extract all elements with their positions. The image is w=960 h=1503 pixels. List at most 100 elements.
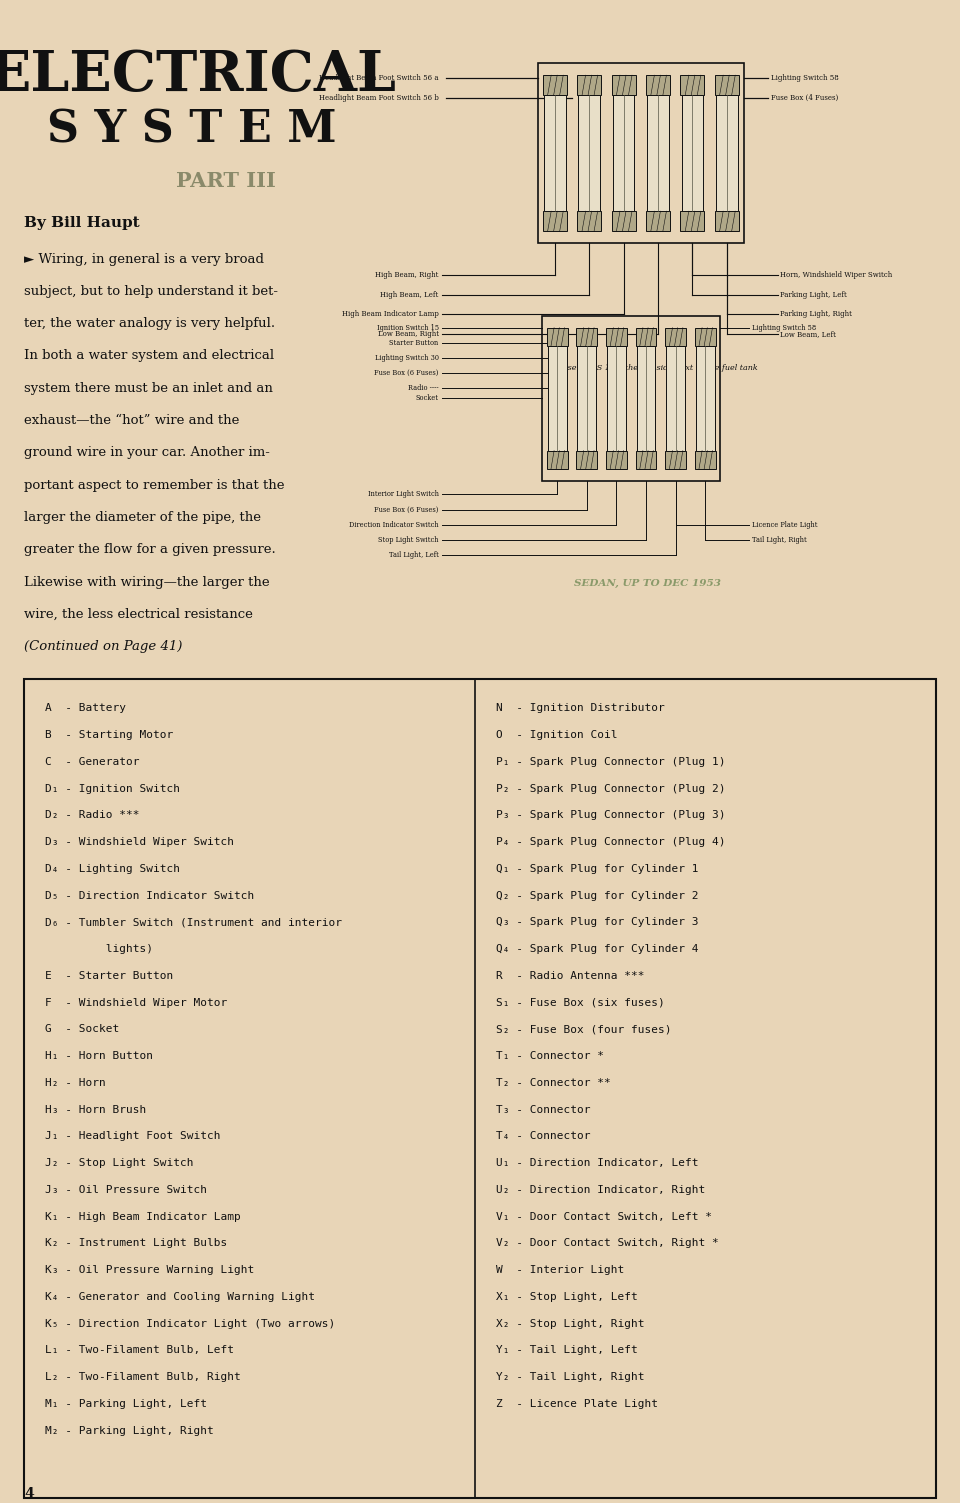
Text: Socket: Socket <box>416 394 439 403</box>
Text: Lighting Switch 58: Lighting Switch 58 <box>771 74 839 83</box>
FancyBboxPatch shape <box>681 75 705 96</box>
FancyBboxPatch shape <box>665 328 686 346</box>
Text: H₃ - Horn Brush: H₃ - Horn Brush <box>45 1105 146 1115</box>
FancyBboxPatch shape <box>577 210 601 231</box>
FancyBboxPatch shape <box>636 328 657 346</box>
Text: ► Wiring, in general is a very broad: ► Wiring, in general is a very broad <box>24 253 264 266</box>
Text: D₂ - Radio ***: D₂ - Radio *** <box>45 810 139 821</box>
FancyBboxPatch shape <box>665 451 686 469</box>
FancyBboxPatch shape <box>716 96 737 210</box>
Text: K₄ - Generator and Cooling Warning Light: K₄ - Generator and Cooling Warning Light <box>45 1293 315 1302</box>
FancyBboxPatch shape <box>666 346 684 451</box>
FancyBboxPatch shape <box>606 451 627 469</box>
Text: Headlight Beam Foot Switch 56 b: Headlight Beam Foot Switch 56 b <box>319 93 439 102</box>
FancyBboxPatch shape <box>544 96 565 210</box>
FancyBboxPatch shape <box>578 96 600 210</box>
Text: Licence Plate Light: Licence Plate Light <box>752 520 817 529</box>
Text: T₂ - Connector **: T₂ - Connector ** <box>496 1078 612 1088</box>
Text: High Beam, Left: High Beam, Left <box>380 290 439 299</box>
Text: Headlight Beam Foot Switch 56 a: Headlight Beam Foot Switch 56 a <box>319 74 439 83</box>
FancyBboxPatch shape <box>542 210 566 231</box>
Text: L₂ - Two-Filament Bulb, Right: L₂ - Two-Filament Bulb, Right <box>45 1372 241 1383</box>
FancyBboxPatch shape <box>576 451 597 469</box>
Text: Fuse Box S 1 on the left side next to the fuel tank: Fuse Box S 1 on the left side next to th… <box>557 364 758 371</box>
Text: U₂ - Direction Indicator, Right: U₂ - Direction Indicator, Right <box>496 1184 706 1195</box>
Text: wire, the less electrical resistance: wire, the less electrical resistance <box>24 609 252 621</box>
Text: D₃ - Windshield Wiper Switch: D₃ - Windshield Wiper Switch <box>45 837 234 848</box>
Text: Radio ----: Radio ---- <box>408 383 439 392</box>
Text: system there must be an inlet and an: system there must be an inlet and an <box>24 382 273 395</box>
Text: subject, but to help understand it bet-: subject, but to help understand it bet- <box>24 286 278 298</box>
Text: By Bill Haupt: By Bill Haupt <box>24 216 139 230</box>
Text: L₁ - Two-Filament Bulb, Left: L₁ - Two-Filament Bulb, Left <box>45 1345 234 1356</box>
FancyBboxPatch shape <box>681 210 705 231</box>
Text: D₁ - Ignition Switch: D₁ - Ignition Switch <box>45 783 180 794</box>
Text: P₁ - Spark Plug Connector (Plug 1): P₁ - Spark Plug Connector (Plug 1) <box>496 758 726 767</box>
Text: X₁ - Stop Light, Left: X₁ - Stop Light, Left <box>496 1293 638 1302</box>
Text: S₂ - Fuse Box (four fuses): S₂ - Fuse Box (four fuses) <box>496 1025 672 1034</box>
Text: D₅ - Direction Indicator Switch: D₅ - Direction Indicator Switch <box>45 891 254 900</box>
Text: Low Beam, Left: Low Beam, Left <box>780 329 836 338</box>
FancyBboxPatch shape <box>612 96 635 210</box>
Text: lights): lights) <box>45 944 154 954</box>
FancyBboxPatch shape <box>695 328 715 346</box>
Bar <box>542 316 720 481</box>
FancyBboxPatch shape <box>612 75 636 96</box>
Text: D₆ - Tumbler Switch (Instrument and interior: D₆ - Tumbler Switch (Instrument and inte… <box>45 917 342 927</box>
Text: Z  - Licence Plate Light: Z - Licence Plate Light <box>496 1399 659 1408</box>
Text: H₁ - Horn Button: H₁ - Horn Button <box>45 1051 154 1061</box>
Text: ELECTRICAL: ELECTRICAL <box>0 48 396 104</box>
Text: Likewise with wiring—the larger the: Likewise with wiring—the larger the <box>24 576 270 589</box>
Text: F  - Windshield Wiper Motor: F - Windshield Wiper Motor <box>45 998 228 1007</box>
Text: Y₁ - Tail Light, Left: Y₁ - Tail Light, Left <box>496 1345 638 1356</box>
Text: Parking Light, Right: Parking Light, Right <box>780 310 852 319</box>
Text: Q₄ - Spark Plug for Cylinder 4: Q₄ - Spark Plug for Cylinder 4 <box>496 944 699 954</box>
Text: ter, the water analogy is very helpful.: ter, the water analogy is very helpful. <box>24 317 276 331</box>
Text: Direction Indicator Switch: Direction Indicator Switch <box>349 520 439 529</box>
Text: Lighting Switch 30: Lighting Switch 30 <box>374 353 439 362</box>
Text: High Beam, Right: High Beam, Right <box>375 271 439 280</box>
Text: portant aspect to remember is that the: portant aspect to remember is that the <box>24 478 284 491</box>
Text: T₁ - Connector *: T₁ - Connector * <box>496 1051 605 1061</box>
Text: E  - Starter Button: E - Starter Button <box>45 971 174 981</box>
Text: V₂ - Door Contact Switch, Right *: V₂ - Door Contact Switch, Right * <box>496 1238 719 1249</box>
Text: Interior Light Switch: Interior Light Switch <box>368 490 439 499</box>
FancyBboxPatch shape <box>607 346 626 451</box>
Text: M₁ - Parking Light, Left: M₁ - Parking Light, Left <box>45 1399 207 1408</box>
Text: D₄ - Lighting Switch: D₄ - Lighting Switch <box>45 864 180 873</box>
Text: G  - Socket: G - Socket <box>45 1025 119 1034</box>
FancyBboxPatch shape <box>542 75 566 96</box>
Text: Horn, Windshield Wiper Switch: Horn, Windshield Wiper Switch <box>780 271 893 280</box>
Text: J₃ - Oil Pressure Switch: J₃ - Oil Pressure Switch <box>45 1184 207 1195</box>
Text: ground wire in your car. Another im-: ground wire in your car. Another im- <box>24 446 270 460</box>
Text: 4: 4 <box>24 1488 34 1501</box>
Text: larger the diameter of the pipe, the: larger the diameter of the pipe, the <box>24 511 261 525</box>
Text: PART III: PART III <box>176 171 276 191</box>
FancyBboxPatch shape <box>548 346 566 451</box>
Text: Lighting Switch 58: Lighting Switch 58 <box>752 323 816 332</box>
Text: Ignition Switch 15: Ignition Switch 15 <box>376 323 439 332</box>
FancyBboxPatch shape <box>612 210 636 231</box>
Text: T₃ - Connector: T₃ - Connector <box>496 1105 590 1115</box>
FancyBboxPatch shape <box>682 96 704 210</box>
Text: W  - Interior Light: W - Interior Light <box>496 1266 625 1275</box>
Text: P₂ - Spark Plug Connector (Plug 2): P₂ - Spark Plug Connector (Plug 2) <box>496 783 726 794</box>
Text: Starter Button: Starter Button <box>390 338 439 347</box>
FancyBboxPatch shape <box>696 346 714 451</box>
FancyBboxPatch shape <box>646 210 670 231</box>
Text: J₂ - Stop Light Switch: J₂ - Stop Light Switch <box>45 1159 194 1168</box>
FancyBboxPatch shape <box>547 451 567 469</box>
Text: Parking Light, Left: Parking Light, Left <box>780 290 848 299</box>
Text: K₂ - Instrument Light Bulbs: K₂ - Instrument Light Bulbs <box>45 1238 228 1249</box>
Text: (Continued on Page 41): (Continued on Page 41) <box>24 640 182 654</box>
Text: Q₁ - Spark Plug for Cylinder 1: Q₁ - Spark Plug for Cylinder 1 <box>496 864 699 873</box>
Text: SEDAN, UP TO DEC 1953: SEDAN, UP TO DEC 1953 <box>574 579 722 588</box>
Text: Tail Light, Left: Tail Light, Left <box>389 550 439 559</box>
Text: Stop Light Switch: Stop Light Switch <box>378 535 439 544</box>
Text: U₁ - Direction Indicator, Left: U₁ - Direction Indicator, Left <box>496 1159 699 1168</box>
FancyBboxPatch shape <box>606 328 627 346</box>
Text: Fuse Box (6 Fuses): Fuse Box (6 Fuses) <box>374 368 439 377</box>
Text: Low Beam, Right: Low Beam, Right <box>377 329 439 338</box>
FancyBboxPatch shape <box>647 96 669 210</box>
Text: V₁ - Door Contact Switch, Left *: V₁ - Door Contact Switch, Left * <box>496 1211 712 1222</box>
